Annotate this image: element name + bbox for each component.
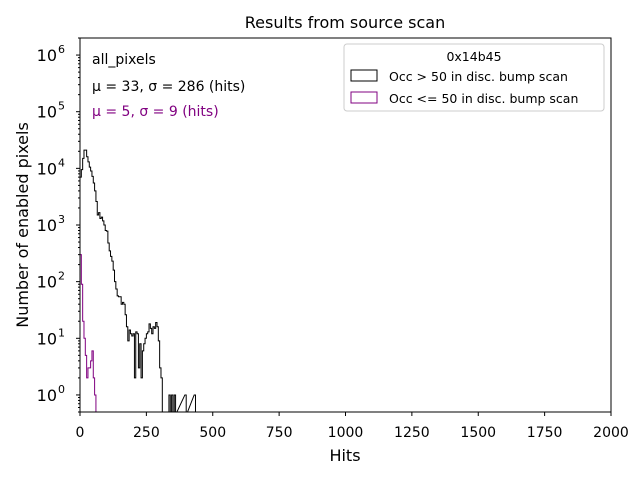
stats-annotations: all_pixels μ = 33, σ = 286 (hits) μ = 5,… [92,52,245,120]
y-tick-label: 10 2 [37,270,65,292]
x-tick-label: 2000 [593,425,629,441]
x-tick-label: 500 [199,425,226,441]
y-tick-label: 10 4 [37,156,65,178]
y-tick-label: 10 0 [37,383,65,405]
x-tick-label: 1500 [460,425,496,441]
histogram-series-low-occupancy [79,254,98,413]
x-tick-label: 1000 [328,425,364,441]
y-tick-base: 10 [37,386,57,405]
y-tick-exponent: 2 [58,270,65,283]
y-tick-exponent: 3 [58,213,65,226]
y-tick-label: 10 1 [37,326,65,348]
x-tick-label: 250 [133,425,160,441]
y-tick-base: 10 [37,216,57,235]
annotation-label: all_pixels [92,52,156,68]
x-tick-label: 0 [76,425,85,441]
y-axis-label: Number of enabled pixels [13,122,32,328]
y-tick-exponent: 4 [58,156,65,169]
legend-swatch-low [350,91,378,104]
x-tick-label: 1750 [527,425,563,441]
y-tick-exponent: 1 [58,326,65,339]
chart-title: Results from source scan [245,13,445,32]
y-tick-exponent: 0 [58,383,65,396]
x-tick-label: 750 [266,425,293,441]
x-tick-label: 1250 [394,425,430,441]
annotation-stats-low: μ = 5, σ = 9 (hits) [92,104,219,120]
y-tick-base: 10 [37,273,57,292]
legend-entry-low: Occ <= 50 in disc. bump scan [389,91,578,106]
legend-box [343,43,605,112]
y-tick-base: 10 [37,159,57,178]
legend-entry-high: Occ > 50 in disc. bump scan [389,69,568,84]
y-tick-label: 10 6 [37,43,65,65]
x-axis-label: Hits [329,446,360,465]
y-tick-base: 10 [37,103,57,122]
y-tick-label: 10 5 [37,100,65,122]
y-tick-exponent: 6 [58,43,65,56]
plot-area [79,149,197,413]
legend-swatch-high [350,69,378,82]
y-tick-exponent: 5 [58,100,65,113]
y-tick-base: 10 [37,329,57,348]
y-tick-base: 10 [37,46,57,65]
y-tick-label: 10 3 [37,213,65,235]
legend: 0x14b45 Occ > 50 in disc. bump scan Occ … [343,43,605,112]
annotation-stats-high: μ = 33, σ = 286 (hits) [92,79,245,95]
plot-frame [79,37,612,413]
legend-title: 0x14b45 [446,49,501,64]
histogram-series-high-occupancy [79,149,197,413]
